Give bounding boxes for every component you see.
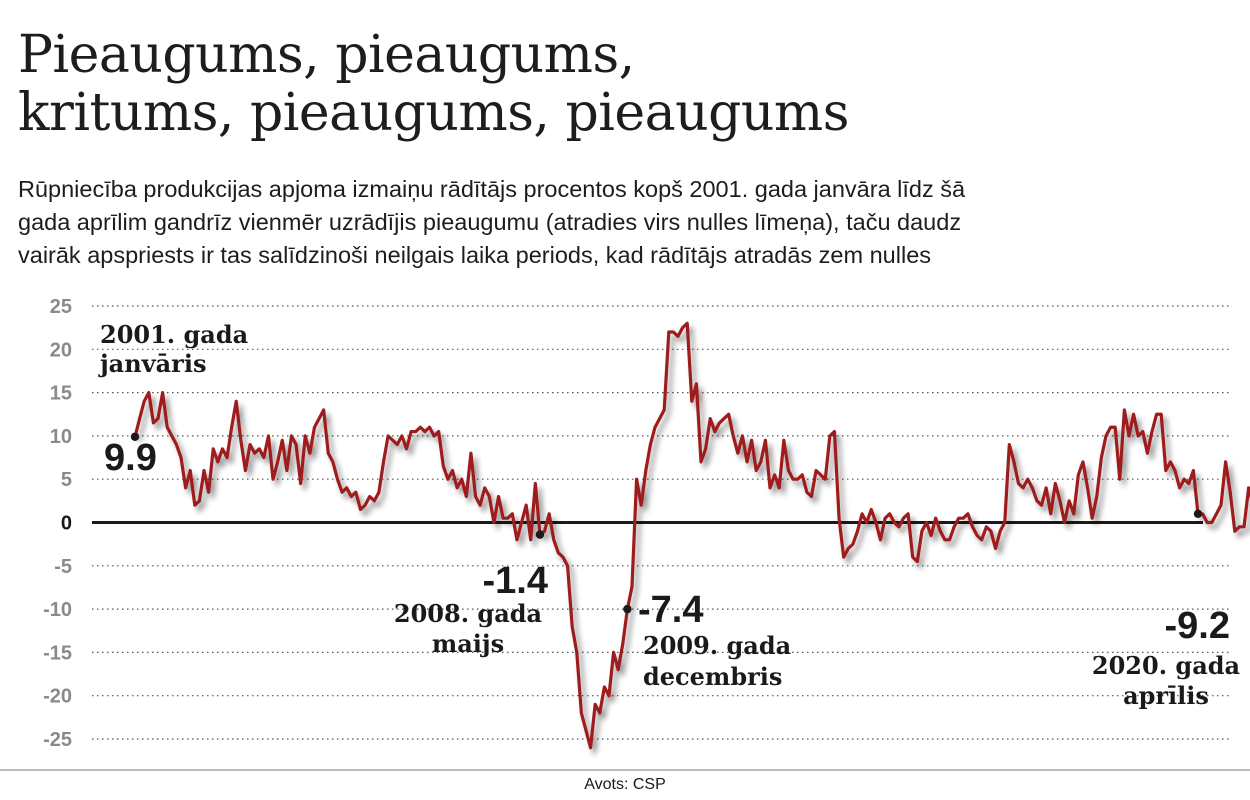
annotation-label: janvāris [98, 349, 206, 378]
annotation-label: maijs [432, 629, 504, 658]
chart-subtitle-line-1: Rūpniecība produkcijas apjoma izmaiņu rā… [18, 176, 966, 202]
y-tick-label: -25 [43, 729, 72, 751]
annotation-marker [623, 604, 632, 614]
annotation-value: -7.4 [638, 589, 703, 631]
y-tick-label: 25 [50, 296, 72, 318]
annotation-label: aprīlis [1123, 681, 1209, 710]
chart-title-line-1: Pieaugums, pieaugums, [18, 25, 635, 85]
annotation-label: 2008. gada [394, 599, 542, 628]
source-note: Avots: CSP [584, 776, 666, 793]
annotation-marker [535, 530, 545, 539]
y-tick-label: -20 [43, 686, 72, 708]
y-tick-label: 5 [61, 469, 72, 491]
annotation-label: 2001. gada [100, 320, 248, 349]
annotation-label: 2009. gada [643, 631, 791, 660]
annotation-marker [1193, 509, 1203, 519]
annotation-value: -9.2 [1165, 605, 1230, 647]
series-line [133, 321, 1250, 750]
y-tick-label: 10 [50, 426, 72, 448]
annotation-label: decembris [643, 662, 782, 691]
y-tick-label: -15 [43, 642, 72, 664]
gridlines [92, 305, 1232, 740]
annotation-value: 9.9 [104, 437, 157, 479]
y-tick-label: 20 [50, 339, 72, 361]
y-tick-label: 15 [50, 383, 72, 405]
annotation-value: -1.4 [483, 560, 548, 602]
chart-title-line-2: kritums, pieaugums, pieaugums [18, 83, 849, 143]
y-tick-label: -5 [54, 556, 72, 578]
annotation-label: 2020. gada [1092, 651, 1240, 680]
y-tick-label: 0 [61, 513, 72, 535]
annotation-marker [130, 432, 140, 441]
chart-title: Pieaugums, pieaugums, kritums, pieaugums… [18, 26, 1228, 142]
chart-subtitle-line-3: vairāk apspriests ir tas salīdzinoši nei… [18, 242, 932, 268]
chart-subtitle: Rūpniecība produkcijas apjoma izmaiņu rā… [18, 173, 1238, 272]
y-axis-tick-labels: 25 20 15 10 5 0 -5 -10 -15 -20 -25 [43, 296, 72, 751]
chart-subtitle-line-2: gada aprīlim gandrīz vienmēr uzrādījis p… [18, 209, 962, 235]
y-tick-label: -10 [43, 599, 72, 621]
